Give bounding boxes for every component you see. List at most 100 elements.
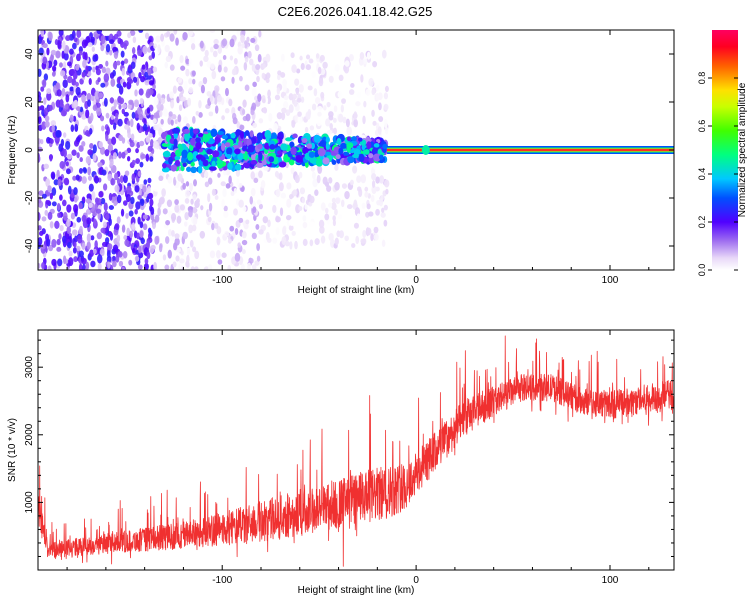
- heatmap-cell: [121, 151, 126, 159]
- heatmap-cell: [65, 168, 71, 175]
- heatmap-cell: [211, 223, 215, 231]
- heatmap-cell: [161, 188, 166, 197]
- heatmap-cell: [112, 61, 118, 69]
- heatmap-cell: [88, 128, 93, 135]
- heatmap-cell: [176, 215, 182, 224]
- heatmap-cell: [90, 36, 95, 43]
- heatmap-cell: [375, 176, 380, 184]
- heatmap-cell: [124, 170, 130, 177]
- heatmap-cell: [101, 169, 107, 176]
- heatmap-cell: [93, 218, 97, 226]
- heatmap-cell: [244, 55, 249, 63]
- heatmap-cell: [123, 234, 128, 241]
- heatmap-cell: [328, 232, 334, 242]
- heatmap-cell: [162, 254, 167, 261]
- heatmap-cell: [352, 153, 361, 159]
- heatmap-cell: [73, 256, 78, 263]
- heatmap-cell: [247, 262, 252, 270]
- heatmap-cell: [373, 226, 379, 234]
- heatmap-cell: [268, 156, 275, 163]
- heatmap-cell: [365, 88, 371, 96]
- heatmap-cell: [233, 66, 237, 76]
- heatmap-cell: [129, 30, 136, 36]
- snr-y-axis-label: SNR (10 * v/v): [7, 418, 18, 482]
- heatmap-cell: [98, 64, 104, 69]
- heatmap-cell: [290, 167, 295, 175]
- heatmap-cell: [140, 237, 145, 245]
- heatmap-cell: [124, 239, 129, 247]
- heatmap-cell: [368, 211, 374, 217]
- heatmap-cell: [132, 36, 137, 44]
- heatmap-cell: [305, 54, 311, 60]
- heatmap-cell: [276, 112, 283, 120]
- heatmap-cell: [210, 128, 218, 138]
- heatmap-cell: [46, 88, 52, 95]
- heatmap-cell: [291, 120, 296, 128]
- heatmap-cell: [81, 94, 86, 103]
- snr-x-tick-label: 0: [413, 575, 419, 586]
- heatmap-cell: [76, 136, 81, 143]
- heatmap-cell: [70, 124, 75, 132]
- heatmap-cell: [194, 250, 200, 260]
- heatmap-cell: [373, 153, 381, 162]
- heatmap-cell: [358, 153, 365, 163]
- heatmap-cell: [362, 115, 366, 125]
- heatmap-cell: [99, 248, 105, 257]
- heatmap-cell: [217, 259, 223, 265]
- heatmap-cell: [168, 156, 173, 165]
- heatmap-cell: [127, 32, 132, 39]
- heatmap-cell: [53, 179, 59, 186]
- heatmap-cell: [175, 255, 180, 262]
- heatmap-cell: [190, 198, 194, 205]
- heatmap-cell: [283, 84, 287, 93]
- heatmap-cell: [45, 200, 51, 206]
- heatmap-cell: [371, 88, 376, 96]
- heatmap-cell: [200, 205, 204, 211]
- heatmap-cell: [299, 55, 303, 61]
- heatmap-cell: [142, 123, 148, 132]
- heatmap-cell: [180, 165, 185, 172]
- heatmap-cell: [253, 177, 259, 184]
- carrier-onset-blob: [421, 145, 430, 155]
- heatmap-cell: [81, 257, 87, 265]
- heatmap-cell: [157, 137, 163, 144]
- heatmap-cell: [134, 255, 140, 262]
- heatmap-cell: [265, 53, 271, 63]
- heatmap-cell: [223, 205, 228, 212]
- heatmap-cell: [179, 204, 186, 211]
- heatmap-x-tick-label: 0: [413, 275, 419, 286]
- heatmap-cell: [344, 190, 350, 200]
- heatmap-cell: [53, 59, 58, 67]
- heatmap-cell: [68, 250, 73, 257]
- heatmap-cell: [324, 207, 329, 214]
- heatmap-cell: [131, 173, 136, 182]
- heatmap-cell: [258, 229, 264, 235]
- heatmap-cell: [56, 202, 61, 211]
- heatmap-y-tick-label: -40: [24, 238, 35, 253]
- heatmap-cell: [185, 181, 190, 187]
- heatmap-cell: [116, 234, 121, 243]
- heatmap-cell: [331, 202, 337, 211]
- heatmap-y-tick-label: 20: [24, 96, 35, 108]
- heatmap-cell: [228, 98, 233, 107]
- heatmap-cell: [100, 227, 106, 234]
- heatmap-cell: [212, 50, 218, 58]
- heatmap-cell: [378, 116, 384, 122]
- heatmap-cell: [371, 173, 377, 181]
- heatmap-cell: [333, 105, 338, 113]
- snr-y-axis: 1000 2000 3000: [24, 339, 674, 557]
- heatmap-cell: [122, 174, 128, 184]
- heatmap-cell: [236, 121, 241, 129]
- heatmap-cell: [59, 194, 63, 201]
- heatmap-cell: [47, 265, 52, 270]
- heatmap-cell: [221, 199, 225, 209]
- heatmap-cell: [117, 251, 123, 258]
- heatmap-cell: [184, 132, 190, 142]
- heatmap-cell: [136, 122, 141, 131]
- heatmap-cell: [187, 151, 194, 161]
- heatmap-cell: [276, 87, 281, 95]
- heatmap-cell: [296, 97, 302, 103]
- heatmap-cell: [112, 260, 117, 268]
- heatmap-cell: [46, 238, 51, 247]
- heatmap-cell: [356, 175, 362, 183]
